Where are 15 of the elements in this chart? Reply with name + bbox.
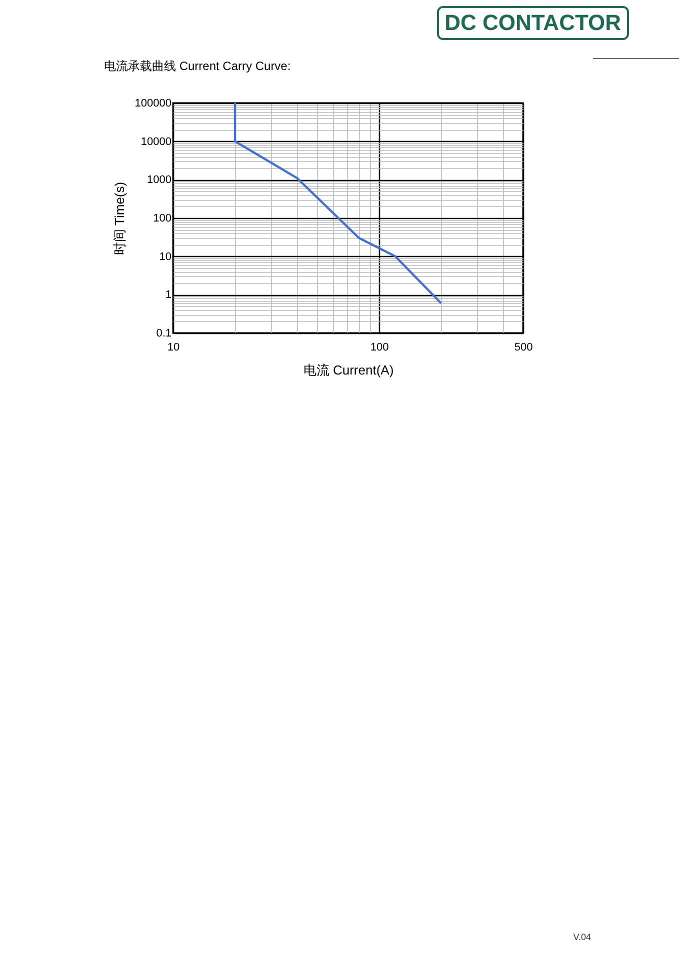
y-tick-label: 100000: [134, 98, 172, 110]
y-tick-label: 0.1: [156, 328, 172, 340]
x-tick-label: 500: [514, 342, 533, 354]
x-tick-label: 100: [370, 342, 389, 354]
x-axis-title: 电流 Current(A): [303, 362, 394, 378]
text: V.04: [573, 932, 591, 942]
y-tick-label: 10000: [140, 136, 172, 148]
text: DC CONTACTOR: [436, 6, 629, 40]
y-axis-title: 时间 Time(s): [112, 182, 127, 256]
y-tick-label: 100: [153, 212, 172, 224]
chart-title: 电流承载曲线 Current Carry Curve:: [104, 59, 291, 73]
y-tick-label: 1: [165, 289, 172, 302]
x-tick-label: 10: [167, 342, 180, 354]
y-tick-label: 10: [159, 250, 172, 263]
y-tick-label: 1000: [147, 174, 172, 186]
